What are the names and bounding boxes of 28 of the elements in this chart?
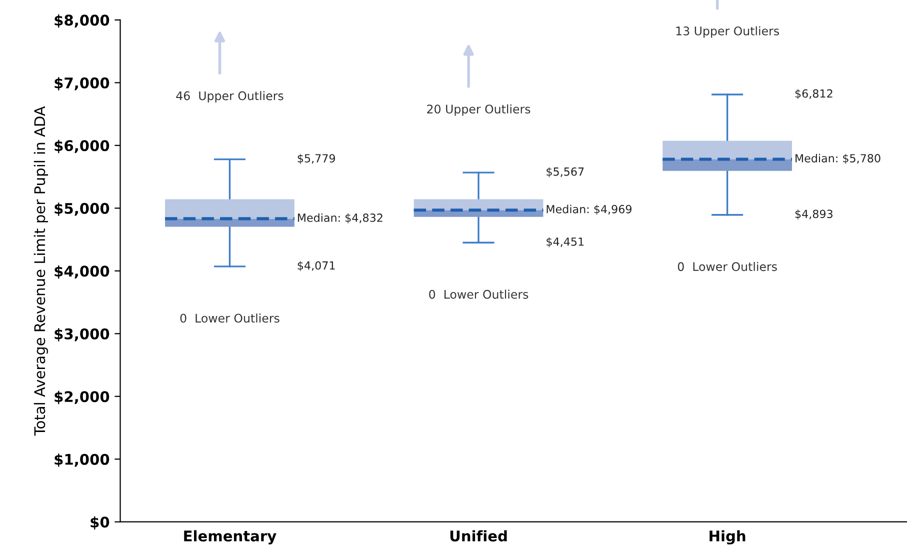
y-tick-label: $4,000	[54, 265, 110, 279]
y-tick-label: $8,000	[54, 14, 110, 28]
annotation: 0 Lower Outliers	[180, 314, 280, 323]
annotation: $5,567	[546, 167, 584, 178]
y-tick-label: $2,000	[54, 390, 110, 404]
annotation: $6,812	[795, 89, 832, 100]
y-tick-label: $6,000	[54, 140, 110, 154]
annotation: $4,893	[795, 210, 832, 220]
annotation: 0 Lower Outliers	[429, 290, 528, 299]
annotation: 0 Lower Outliers	[678, 262, 777, 272]
annotation: 46 Upper Outliers	[176, 91, 284, 103]
x-tick-label: Unified	[450, 530, 507, 542]
y-axis-title: Total Average Revenue Limit per Pupil in ADA	[34, 106, 48, 436]
annotation: 13 Upper Outliers	[676, 26, 779, 38]
annotation: Median: $5,780	[796, 154, 880, 164]
annotation: $4,071	[298, 261, 335, 272]
annotation: $4,451	[546, 237, 584, 248]
y-tick-label: $7,000	[54, 77, 110, 90]
annotation: 20 Upper Outliers	[427, 104, 530, 116]
y-tick-label: $0	[90, 516, 110, 530]
x-tick-label: Elementary	[184, 530, 276, 544]
annotation: $5,779	[298, 154, 335, 164]
y-tick-label: $3,000	[54, 328, 110, 342]
annotation: Median: $4,832	[298, 213, 382, 224]
y-tick-label: $5,000	[54, 202, 110, 216]
x-tick-label: High	[710, 530, 746, 544]
y-tick-label: $1,000	[54, 454, 110, 467]
annotation: Median: $4,969	[546, 204, 632, 215]
